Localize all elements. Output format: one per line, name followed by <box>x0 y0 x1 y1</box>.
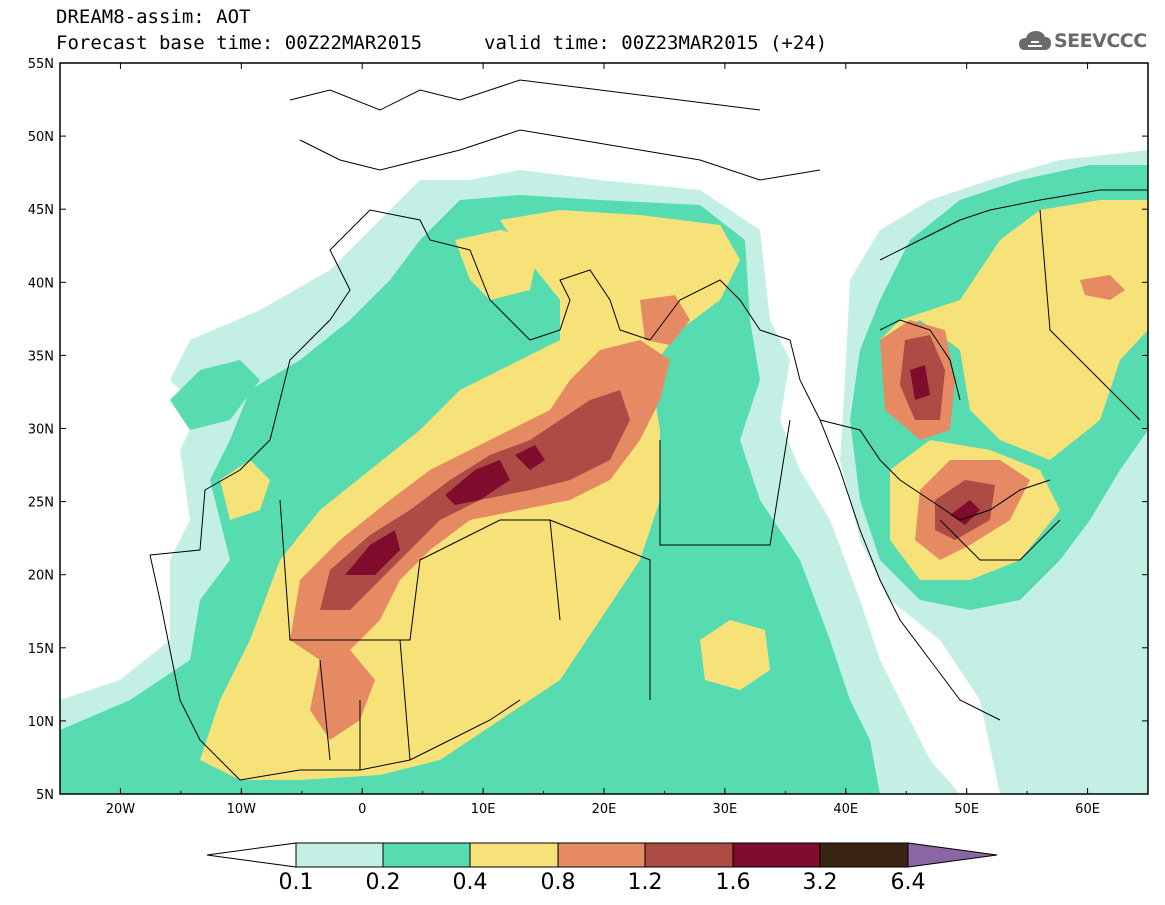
lat-label: 5N <box>36 788 54 803</box>
axis-ticks <box>59 62 1149 795</box>
colorbar-label: 3.2 <box>803 870 838 895</box>
lon-label: 10E <box>471 802 496 817</box>
lat-label: 50N <box>28 130 54 145</box>
colorbar-segment <box>732 842 821 868</box>
lat-label: 20N <box>28 569 54 584</box>
colorbar-label: 0.8 <box>541 870 576 895</box>
colorbar-segment <box>819 842 909 868</box>
seevccc-logo: SEEVCCC <box>1018 24 1158 58</box>
lon-label: 10W <box>227 802 257 817</box>
lat-label: 10N <box>28 715 54 730</box>
lon-label: 40E <box>833 802 858 817</box>
colorbar-segment <box>557 842 646 868</box>
lon-label: 0 <box>358 802 366 817</box>
logo-text: SEEVCCC <box>1054 30 1147 52</box>
map-title: DREAM8-assim: AOT <box>56 6 251 28</box>
lat-label: 25N <box>28 496 54 511</box>
colorbar-low-arrow <box>206 842 297 868</box>
base-time-label: Forecast base time: 00Z22MAR2015 <box>56 32 423 54</box>
aot-field <box>60 63 1148 794</box>
colorbar-label: 0.4 <box>453 870 488 895</box>
cloud-icon <box>1019 31 1051 50</box>
colorbar-label: 1.2 <box>628 870 663 895</box>
colorbar-label: 0.2 <box>366 870 401 895</box>
lon-label: 20E <box>592 802 617 817</box>
lat-labels: 55N 50N 45N 40N 35N 30N 25N 20N 15N 10N 5N <box>28 57 54 803</box>
lon-label: 60E <box>1075 802 1100 817</box>
lat-label: 45N <box>28 203 54 218</box>
lon-label: 30E <box>713 802 738 817</box>
colorbar-label: 1.6 <box>716 870 751 895</box>
lon-label: 20W <box>106 802 136 817</box>
lon-label: 50E <box>954 802 979 817</box>
lat-label: 30N <box>28 423 54 438</box>
colorbar-segment <box>382 842 471 868</box>
coastlines <box>149 79 1148 781</box>
colorbar: 0.1 0.2 0.4 0.8 1.2 1.6 3.2 6.4 <box>206 842 998 895</box>
valid-time-label: valid time: 00Z23MAR2015 (+24) <box>484 32 828 54</box>
lon-labels: 20W 10W 0 10E 20E 30E 40E 50E 60E <box>106 802 1100 817</box>
lat-label: 15N <box>28 642 54 657</box>
colorbar-segment <box>469 842 559 868</box>
colorbar-segment <box>644 842 734 868</box>
colorbar-high-arrow <box>907 842 998 868</box>
lat-label: 40N <box>28 276 54 291</box>
colorbar-label: 6.4 <box>891 870 926 895</box>
colorbar-label: 0.1 <box>279 870 314 895</box>
lat-label: 55N <box>28 57 54 72</box>
lat-label: 35N <box>28 349 54 364</box>
colorbar-segment <box>295 842 384 868</box>
